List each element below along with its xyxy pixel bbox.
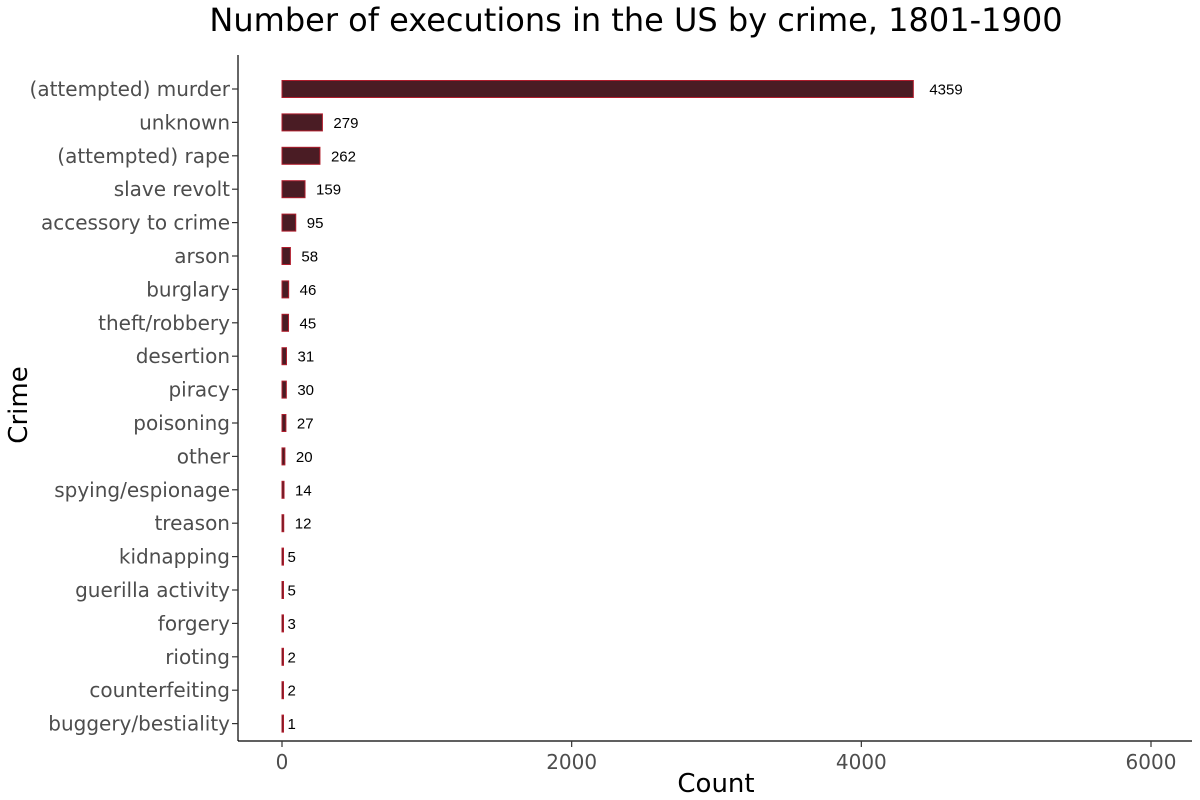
bar xyxy=(281,514,285,533)
data-label: 12 xyxy=(295,516,312,533)
data-label: 14 xyxy=(295,482,312,499)
category-label: theft/robbery xyxy=(98,311,230,335)
category-label: other xyxy=(177,444,231,468)
bar xyxy=(281,480,285,499)
y-axis-title: Crime xyxy=(4,366,34,443)
data-label: 2 xyxy=(288,683,296,700)
x-tick-label: 2000 xyxy=(546,750,597,774)
data-label: 159 xyxy=(316,182,341,199)
category-label: (attempted) murder xyxy=(30,77,231,101)
category-label: rioting xyxy=(165,645,230,669)
x-tick-label: 0 xyxy=(276,750,289,774)
data-label: 279 xyxy=(333,115,358,132)
category-label: guerilla activity xyxy=(75,578,230,602)
category-label: arson xyxy=(174,244,230,268)
category-label: unknown xyxy=(139,110,230,134)
bar xyxy=(281,647,284,666)
bar xyxy=(281,581,284,599)
bar xyxy=(281,180,306,199)
bar xyxy=(281,447,286,466)
bar xyxy=(281,614,284,633)
bar xyxy=(281,247,291,265)
bar xyxy=(281,380,287,399)
bar xyxy=(281,681,284,700)
bar xyxy=(281,113,323,132)
category-label: forgery xyxy=(158,611,230,635)
category-label: kidnapping xyxy=(119,545,230,569)
data-label: 58 xyxy=(301,249,318,266)
bar xyxy=(281,547,284,566)
plot-area: 0 2000 4000 6000 (attempted) murder 4359 unkno… xyxy=(30,55,1192,774)
category-label: counterfeiting xyxy=(89,678,230,702)
data-label: 5 xyxy=(288,549,296,566)
bar xyxy=(281,347,287,366)
category-label: spying/espionage xyxy=(54,478,230,502)
bar xyxy=(281,146,321,165)
data-label: 1 xyxy=(288,716,296,733)
bar xyxy=(281,714,284,733)
x-tick-label: 6000 xyxy=(1126,750,1177,774)
bar xyxy=(281,313,290,332)
category-label: (attempted) rape xyxy=(57,144,230,168)
data-label: 2 xyxy=(288,649,296,666)
data-label: 20 xyxy=(296,449,313,466)
data-label: 45 xyxy=(300,315,317,332)
data-label: 30 xyxy=(297,382,314,399)
data-label: 3 xyxy=(288,616,296,633)
bar xyxy=(281,414,287,432)
data-label: 31 xyxy=(297,349,314,366)
data-label: 4359 xyxy=(929,82,962,99)
bar xyxy=(281,213,297,232)
category-label: piracy xyxy=(168,378,230,402)
category-label: buggery/bestiality xyxy=(48,712,230,736)
data-label: 27 xyxy=(297,416,314,433)
x-axis-title: Count xyxy=(677,769,754,799)
x-tick-label: 4000 xyxy=(836,750,887,774)
bar xyxy=(281,80,914,98)
data-label: 95 xyxy=(307,215,324,232)
chart-title: Number of executions in the US by crime,… xyxy=(209,1,1062,39)
category-label: poisoning xyxy=(133,411,230,435)
category-label: desertion xyxy=(136,344,230,368)
data-label: 5 xyxy=(288,583,296,600)
data-label: 262 xyxy=(331,148,356,165)
bar xyxy=(281,280,290,299)
category-label: accessory to crime xyxy=(41,211,230,235)
category-label: slave revolt xyxy=(114,177,230,201)
data-label: 46 xyxy=(300,282,317,299)
category-label: treason xyxy=(154,511,230,535)
category-label: burglary xyxy=(146,277,230,301)
